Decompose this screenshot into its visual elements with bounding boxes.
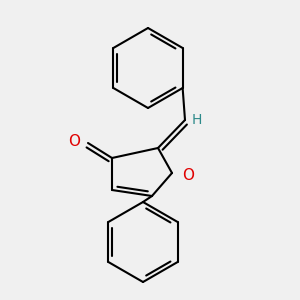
Text: O: O [182, 169, 194, 184]
Text: H: H [192, 113, 202, 127]
Text: O: O [68, 134, 80, 148]
